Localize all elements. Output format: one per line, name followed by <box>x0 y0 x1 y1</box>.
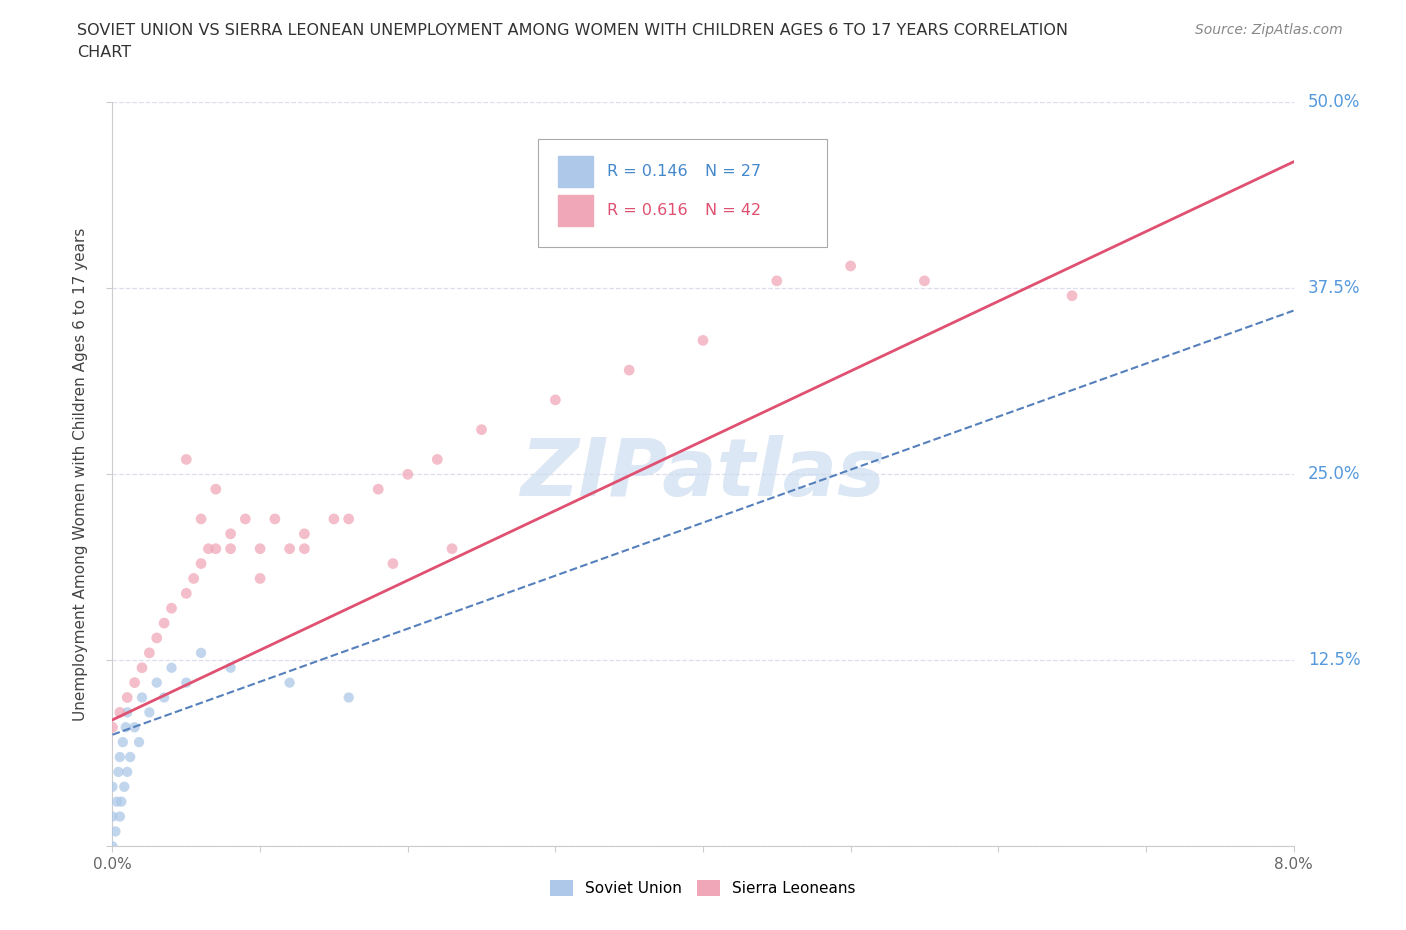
Point <box>131 660 153 675</box>
Text: 37.5%: 37.5% <box>1308 279 1360 298</box>
Point <box>619 363 641 378</box>
Point <box>292 526 315 541</box>
Point <box>278 541 301 556</box>
Point <box>124 675 146 690</box>
Text: CHART: CHART <box>77 45 131 60</box>
Point <box>124 720 146 735</box>
Text: R = 0.616: R = 0.616 <box>607 203 688 218</box>
Legend: Soviet Union, Sierra Leoneans: Soviet Union, Sierra Leoneans <box>544 874 862 902</box>
Text: SOVIET UNION VS SIERRA LEONEAN UNEMPLOYMENT AMONG WOMEN WITH CHILDREN AGES 6 TO : SOVIET UNION VS SIERRA LEONEAN UNEMPLOYM… <box>77 23 1069 38</box>
Point <box>396 467 419 482</box>
Text: R = 0.146: R = 0.146 <box>607 164 688 179</box>
Point <box>190 645 212 660</box>
Point <box>101 720 124 735</box>
Point <box>219 660 242 675</box>
Point <box>153 616 176 631</box>
FancyBboxPatch shape <box>537 140 827 247</box>
Point <box>205 541 228 556</box>
Point <box>101 809 124 824</box>
Point <box>138 645 160 660</box>
Point <box>190 556 212 571</box>
Point <box>146 631 169 645</box>
Bar <box>558 156 593 187</box>
Point <box>117 764 138 779</box>
Point <box>160 660 183 675</box>
Point <box>138 705 160 720</box>
Point <box>249 571 271 586</box>
Point <box>249 541 271 556</box>
Text: 50.0%: 50.0% <box>1308 93 1360 112</box>
Point <box>174 452 197 467</box>
Point <box>174 675 197 690</box>
Y-axis label: Unemployment Among Women with Children Ages 6 to 17 years: Unemployment Among Women with Children A… <box>73 228 89 721</box>
Point <box>574 184 596 199</box>
Point <box>183 571 205 586</box>
Point <box>692 333 714 348</box>
Point <box>219 541 242 556</box>
Point <box>426 452 449 467</box>
Point <box>108 809 131 824</box>
Text: ZIPatlas: ZIPatlas <box>520 435 886 513</box>
Point <box>337 512 360 526</box>
Point <box>367 482 389 497</box>
Text: 12.5%: 12.5% <box>1308 651 1361 670</box>
Point <box>470 422 494 437</box>
Point <box>160 601 183 616</box>
Point <box>111 735 134 750</box>
Point <box>107 764 129 779</box>
Point <box>117 690 138 705</box>
Text: 25.0%: 25.0% <box>1308 465 1360 484</box>
Point <box>914 273 936 288</box>
Point <box>108 750 131 764</box>
Point <box>101 839 124 854</box>
Point <box>219 526 242 541</box>
Point <box>1062 288 1084 303</box>
Point <box>128 735 150 750</box>
Point <box>101 779 124 794</box>
Point <box>292 541 315 556</box>
Point <box>112 779 135 794</box>
Point <box>441 541 464 556</box>
Point <box>233 512 256 526</box>
Text: N = 42: N = 42 <box>706 203 762 218</box>
Point <box>114 720 136 735</box>
Point <box>120 750 142 764</box>
Point <box>197 541 219 556</box>
Point <box>190 512 212 526</box>
Point <box>153 690 176 705</box>
Point <box>146 675 169 690</box>
Point <box>839 259 862 273</box>
Point <box>323 512 346 526</box>
Point <box>110 794 132 809</box>
Point <box>264 512 287 526</box>
Point <box>381 556 405 571</box>
Point <box>105 794 128 809</box>
Text: N = 27: N = 27 <box>706 164 762 179</box>
Point <box>108 705 131 720</box>
Point <box>174 586 197 601</box>
Point <box>205 482 228 497</box>
Point <box>117 705 138 720</box>
Point <box>766 273 789 288</box>
Point <box>104 824 127 839</box>
Point <box>544 392 567 407</box>
Bar <box>558 194 593 226</box>
Point <box>337 690 360 705</box>
Point <box>131 690 153 705</box>
Point <box>278 675 301 690</box>
Text: Source: ZipAtlas.com: Source: ZipAtlas.com <box>1195 23 1343 37</box>
